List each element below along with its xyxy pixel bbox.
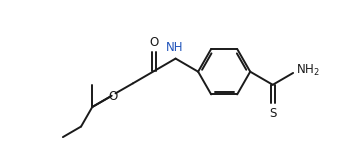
Text: O: O: [108, 90, 117, 103]
Text: S: S: [269, 107, 277, 120]
Text: NH$_2$: NH$_2$: [296, 63, 320, 78]
Text: O: O: [150, 36, 159, 49]
Text: NH: NH: [166, 41, 183, 54]
